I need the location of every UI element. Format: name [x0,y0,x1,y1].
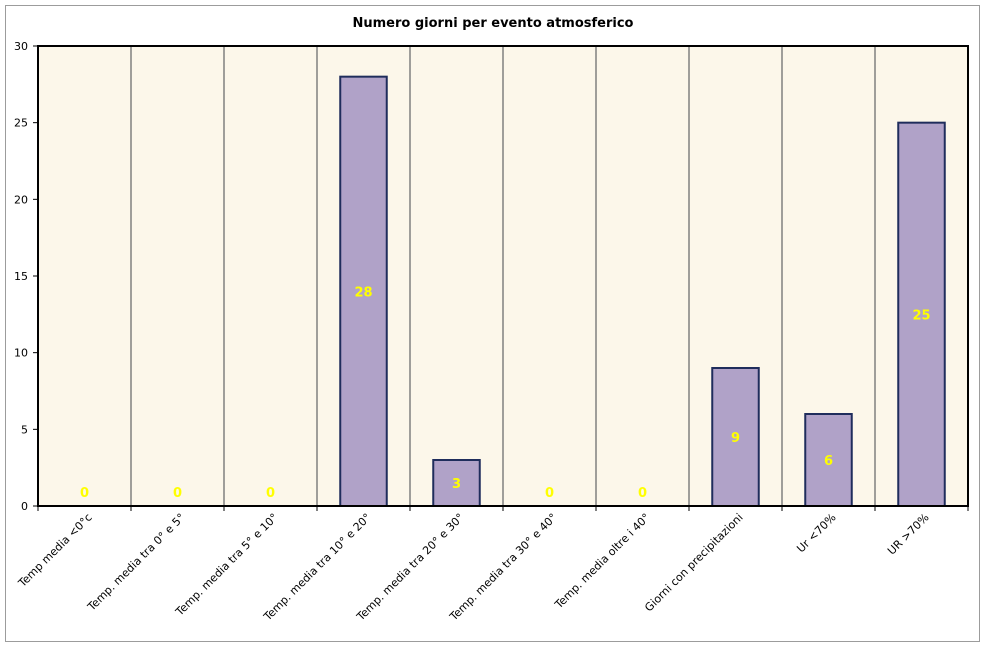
y-tick-label: 30 [14,40,28,53]
x-tick-label: Ur <70% [794,511,838,555]
data-label: 9 [731,431,740,446]
data-label: 28 [354,285,372,300]
x-tick-label: Temp. media tra 20° e 30° [354,511,467,624]
y-tick-label: 0 [21,500,28,513]
x-tick-label: Temp. media tra 5° e 10° [173,511,281,619]
data-label: 25 [912,308,930,323]
data-label: 0 [266,486,275,501]
x-tick-label: Temp. media tra 10° e 20° [261,511,374,624]
data-label: 6 [824,454,833,469]
y-tick-label: 15 [14,270,28,283]
data-label: 3 [452,477,461,492]
x-tick-label: Temp. media oltre i 40° [552,511,653,612]
data-label: 0 [638,486,647,501]
x-tick-label: Temp. media tra 30° e 40° [447,511,560,624]
data-label: 0 [173,486,182,501]
x-tick-label: Giorni con precipitazioni [642,511,745,614]
x-tick-label: Temp. media tra 0° e 5° [84,511,187,614]
y-tick-label: 25 [14,117,28,130]
data-label: 0 [80,486,89,501]
bar [711,367,760,507]
data-label: 0 [545,486,554,501]
y-tick-label: 5 [21,423,28,436]
bar [339,75,388,508]
x-tick-label: Temp media <0°c [15,511,94,590]
y-tick-label: 10 [14,347,28,360]
chart-title: Numero giorni per evento atmosferico [353,16,634,31]
x-tick-label: UR >70% [885,511,932,558]
y-tick-label: 20 [14,193,28,206]
